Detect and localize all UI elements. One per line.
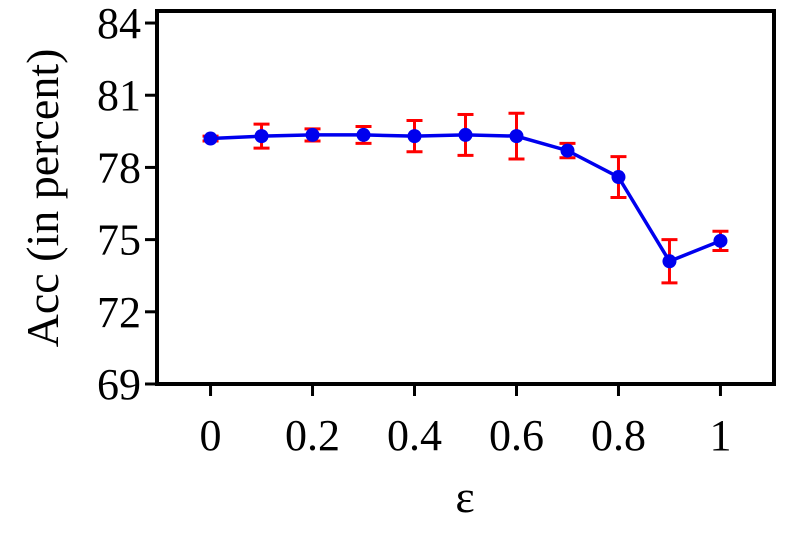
- y-tick-label: 78: [97, 143, 141, 192]
- y-tick-label: 72: [97, 288, 141, 337]
- x-axis-title: ε: [455, 471, 474, 522]
- x-tick-label: 0: [200, 411, 222, 460]
- data-points: [203, 127, 728, 269]
- data-point: [509, 129, 524, 144]
- y-tick-label: 75: [97, 216, 141, 265]
- x-axis-ticks: 0 0.2 0.4 0.6 0.8 1: [200, 384, 731, 460]
- data-point: [611, 170, 626, 185]
- y-tick-label: 81: [97, 71, 141, 120]
- y-tick-label: 69: [97, 360, 141, 409]
- x-tick-label: 0.8: [591, 411, 646, 460]
- plot-frame: [155, 9, 776, 386]
- data-point: [662, 254, 677, 269]
- data-point: [407, 129, 422, 144]
- data-point: [356, 127, 371, 142]
- x-tick-label: 0.2: [285, 411, 340, 460]
- data-point: [560, 143, 575, 158]
- data-point: [203, 131, 218, 146]
- y-axis-title: Acc (in percent): [17, 49, 68, 348]
- data-point: [458, 127, 473, 142]
- y-axis-ticks: 69 72 75 78 81 84: [97, 0, 157, 409]
- x-tick-label: 0.6: [489, 411, 544, 460]
- data-point: [713, 233, 728, 248]
- x-tick-label: 1: [709, 411, 731, 460]
- x-tick-label: 0.4: [387, 411, 442, 460]
- data-point: [305, 127, 320, 142]
- y-tick-label: 84: [97, 0, 141, 48]
- data-point: [254, 129, 269, 144]
